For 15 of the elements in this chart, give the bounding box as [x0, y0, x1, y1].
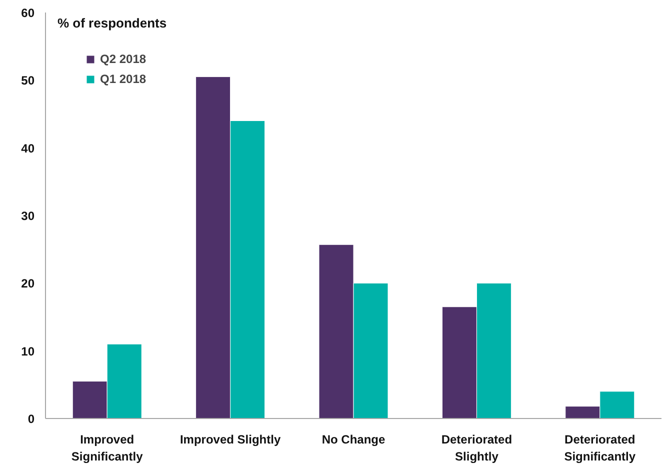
y-tick-label: 10 — [21, 344, 35, 358]
x-tick-label: No Change — [322, 432, 386, 446]
legend-label: Q2 2018 — [100, 52, 146, 66]
y-tick-label: 30 — [21, 209, 35, 223]
x-tick-label: Improved Slightly — [180, 432, 281, 446]
y-axis-title: % of respondents — [58, 16, 167, 30]
y-tick-label: 60 — [21, 6, 35, 20]
x-tick-label: Improved Significantly — [71, 432, 144, 464]
legend-label: Q1 2018 — [100, 72, 146, 86]
y-tick-label: 20 — [21, 276, 35, 291]
y-tick-label: 40 — [21, 141, 35, 156]
x-tick-label: Deteriorated Slightly — [441, 432, 512, 464]
y-tick-label: 50 — [21, 74, 35, 88]
y-tick-label: 0 — [28, 412, 35, 426]
x-tick-label: Deteriorated Significantly — [564, 432, 636, 464]
